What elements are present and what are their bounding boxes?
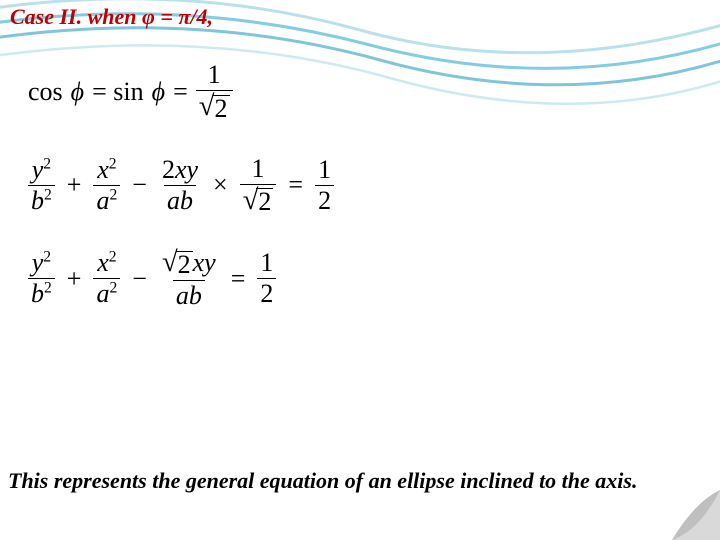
cos-text: cos — [28, 77, 63, 107]
plus-1: + — [63, 170, 86, 200]
term-y2-b2: y2 b2 — [28, 157, 55, 214]
plus-2: + — [63, 264, 86, 294]
frac-num: 1 — [205, 62, 224, 90]
equals-2: = — [284, 170, 307, 200]
minus-1: − — [128, 170, 151, 200]
equation-3: y2 b2 + x2 a2 − √2xy ab = 1 2 — [28, 249, 710, 309]
page-curl-icon — [660, 490, 720, 540]
footer-text: This represents the general equation of … — [8, 467, 660, 496]
equals-3: = — [227, 264, 250, 294]
term-2xy-ab: 2xy ab — [159, 157, 201, 214]
rhs-half-2: 1 2 — [257, 250, 276, 307]
equals-1: = — [173, 77, 188, 107]
frac-1-over-sqrt2: 1 √2 — [196, 62, 233, 122]
eq-sin-text: = sin — [92, 77, 144, 107]
term-y2-b2-b: y2 b2 — [28, 250, 55, 307]
equation-2: y2 b2 + x2 a2 − 2xy ab × 1 √2 = 1 2 — [28, 156, 710, 216]
equation-1: cos ϕ = sin ϕ = 1 √2 — [28, 62, 710, 122]
term-sqrt2xy-ab: √2xy ab — [159, 249, 219, 309]
minus-2: − — [128, 264, 151, 294]
phi-2: ϕ — [152, 77, 165, 107]
slide-heading: Case II. when φ = π/4, — [10, 4, 710, 30]
term-x2-a2-b: x2 a2 — [93, 250, 120, 307]
term-1-sqrt2: 1 √2 — [240, 156, 277, 216]
times-1: × — [209, 170, 232, 200]
term-x2-a2: x2 a2 — [93, 157, 120, 214]
math-block: cos ϕ = sin ϕ = 1 √2 y2 b2 + x2 a2 − — [28, 62, 710, 309]
frac-den: √2 — [196, 90, 233, 122]
rhs-half-1: 1 2 — [315, 157, 334, 214]
phi-1: ϕ — [71, 77, 84, 107]
